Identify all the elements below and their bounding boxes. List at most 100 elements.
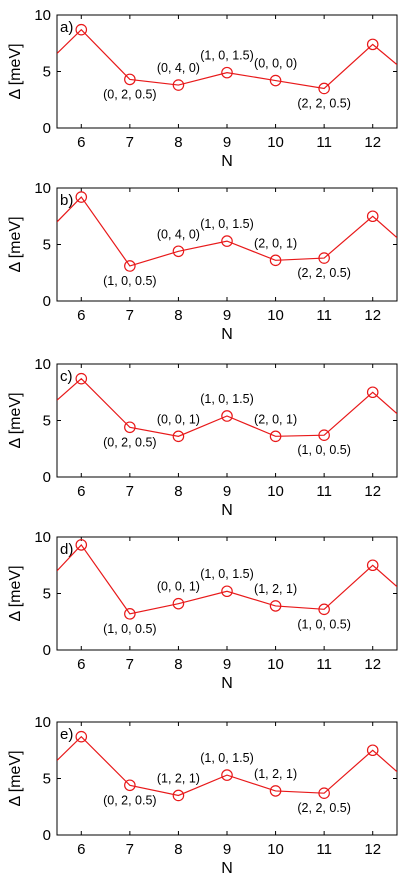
data-point [124,260,136,272]
series-line [57,735,397,797]
point-label: (2, 2, 0.5) [297,801,351,815]
x-tick-label: 6 [77,483,85,500]
x-axis-label: N [221,860,233,877]
point-label: (1, 0, 0.5) [103,274,157,288]
point-label: (0, 2, 0.5) [103,87,157,101]
y-tick-label: 0 [43,469,51,486]
x-tick-label: 12 [364,841,381,858]
x-tick-label: 12 [364,307,381,324]
point-label: (0, 4, 0) [157,227,200,241]
series [57,539,397,620]
data-point [269,785,282,797]
point-label: (2, 2, 0.5) [297,96,351,110]
y-axis-label: Δ [meV] [7,43,24,99]
x-tick-label: 12 [364,134,381,151]
data-point [269,430,282,443]
y-tick-label: 0 [43,293,51,310]
point-label: (1, 0, 1.5) [200,217,254,231]
x-tick-label: 10 [267,307,284,324]
point-label: (0, 2, 0.5) [103,793,157,807]
x-tick-label: 8 [174,841,182,858]
point-label: (1, 0, 0.5) [297,443,351,457]
point-label: (1, 0, 0.5) [297,617,351,631]
y-tick-label: 5 [43,413,51,430]
panel-label: d) [60,541,73,558]
x-tick-label: 9 [223,656,231,673]
chart-panel: 6 7 8 9 10 11 12 0 5 10 N Δ [meV] c) (0, 2, 0.5)(0, 0… [7,356,398,519]
data-point [366,386,379,399]
x-tick-label: 6 [77,307,85,324]
x-tick-label: 6 [77,134,85,151]
data-point [75,539,88,551]
x-axis-label: N [221,326,233,343]
point-label: (1, 2, 1) [254,767,297,781]
point-label: (2, 2, 0.5) [297,266,351,280]
data-point [124,608,136,620]
data-point [366,38,379,51]
data-point [172,789,185,802]
data-point [221,769,233,781]
data-point [318,787,330,799]
y-axis-label: Δ [meV] [7,216,24,272]
data-point [366,559,379,572]
x-axis-label: N [221,675,233,692]
series-line [57,196,397,267]
point-label: (0, 0, 1) [157,412,200,426]
panel-label: b) [60,192,73,209]
y-tick-label: 5 [43,237,51,254]
chart-panel: 6 7 8 9 10 11 12 0 5 10 N Δ [meV] a) (0, 2, 0.5)(0, 4… [7,7,398,170]
point-label: (1, 0, 1.5) [200,751,254,765]
data-point [172,79,185,91]
series [57,23,397,95]
data-point [75,191,88,203]
point-label: (0, 4, 0) [157,61,200,75]
y-tick-label: 10 [34,180,51,197]
y-axis-label: Δ [meV] [7,750,24,806]
point-label: (1, 2, 1) [254,582,297,596]
data-point [269,254,282,267]
y-tick-label: 10 [34,714,51,731]
data-point [172,245,185,258]
x-tick-label: 11 [316,483,332,500]
x-tick-label: 6 [77,656,85,673]
point-label: (1, 0, 0.5) [103,622,157,636]
x-tick-label: 9 [223,307,231,324]
x-tick-label: 11 [316,134,332,151]
x-tick-label: 10 [267,841,284,858]
data-point [366,744,379,757]
data-point [124,73,136,86]
y-tick-label: 0 [43,642,51,659]
point-label: (0, 2, 0.5) [103,435,157,449]
data-point [172,430,185,443]
x-tick-label: 7 [126,483,134,500]
data-point [75,730,88,743]
point-label: (1, 0, 1.5) [200,49,254,63]
y-tick-label: 0 [43,120,51,137]
y-tick-label: 5 [43,771,51,788]
data-point [221,585,233,598]
data-point [318,429,330,441]
y-tick-label: 10 [34,356,51,373]
plot-frame [56,363,398,478]
point-label: (0, 0, 0) [254,57,297,71]
point-label: (1, 0, 1.5) [200,567,254,581]
x-tick-label: 11 [316,307,332,324]
data-point [75,372,88,385]
point-label: (2, 0, 1) [254,236,297,250]
chart-panel: 6 7 8 9 10 11 12 0 5 10 N Δ [meV] d) (1, 0, 0.5) (0, 0… [7,529,398,692]
series [57,191,397,272]
data-point [172,597,185,610]
x-tick-label: 8 [174,656,182,673]
x-tick-label: 12 [364,483,381,500]
panel-label: a) [60,19,73,36]
x-tick-label: 8 [174,307,182,324]
x-tick-label: 6 [77,841,85,858]
x-tick-label: 9 [223,134,231,151]
series [57,730,397,802]
series-line [57,543,397,615]
y-axis-label: Δ [meV] [7,392,24,448]
data-point [318,603,330,616]
x-tick-label: 11 [316,841,332,858]
y-axis-label: Δ [meV] [7,565,24,621]
x-tick-label: 9 [223,483,231,500]
